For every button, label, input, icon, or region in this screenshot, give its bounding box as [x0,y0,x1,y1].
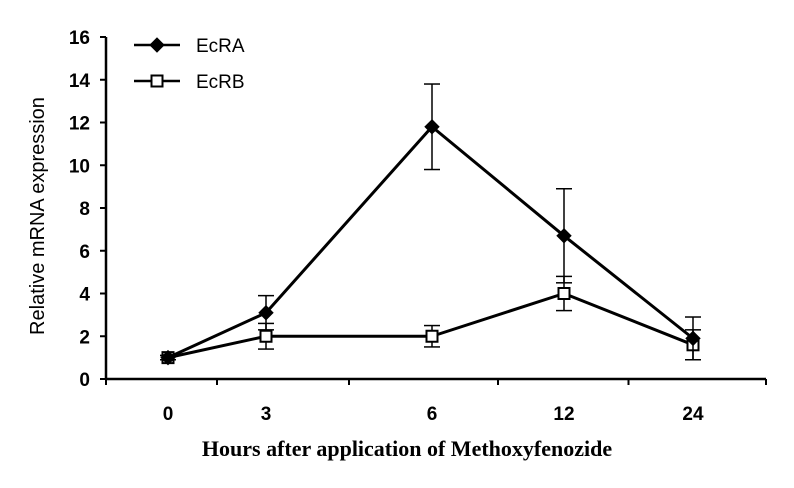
y-tick-label: 6 [79,242,90,263]
y-tick-label: 16 [69,28,90,49]
series-ecra [160,83,701,366]
x-tick-label: 24 [682,404,704,425]
y-tick-label: 2 [79,327,90,348]
legend: EcRA EcRB [134,36,245,93]
data-point [160,349,176,366]
x-tick-label: 12 [553,404,574,425]
y-axis-title: Relative mRNA expression [27,97,49,335]
y-tick-label: 0 [79,370,90,391]
x-tick-label: 6 [427,404,438,425]
series-ecrb [160,275,701,365]
legend-marker [150,74,164,88]
data-point [424,119,440,135]
series-layer [160,83,701,366]
y-tick-label: 8 [79,199,90,220]
data-point [685,330,701,347]
y-ticks: 0 2 4 6 8 10 12 14 16 [69,28,106,391]
x-ticks: 0 3 6 12 24 [105,379,767,425]
legend-label-ecrb: EcRB [196,72,245,93]
data-point [258,305,274,321]
x-axis-title: Hours after application of Methoxyfenozi… [202,436,612,461]
data-point [259,329,273,343]
y-tick-label: 14 [69,71,91,92]
y-tick-label: 12 [69,114,90,135]
y-tick-label: 4 [79,285,90,306]
legend-marker [149,37,165,53]
series-line-ecra [167,125,694,359]
data-point [557,287,571,300]
legend-label-ecra: EcRA [196,36,245,57]
data-point [556,228,572,244]
data-point [425,329,439,343]
x-tick-label: 0 [163,404,174,425]
y-tick-label: 10 [69,156,90,177]
x-tick-label: 3 [261,404,272,425]
